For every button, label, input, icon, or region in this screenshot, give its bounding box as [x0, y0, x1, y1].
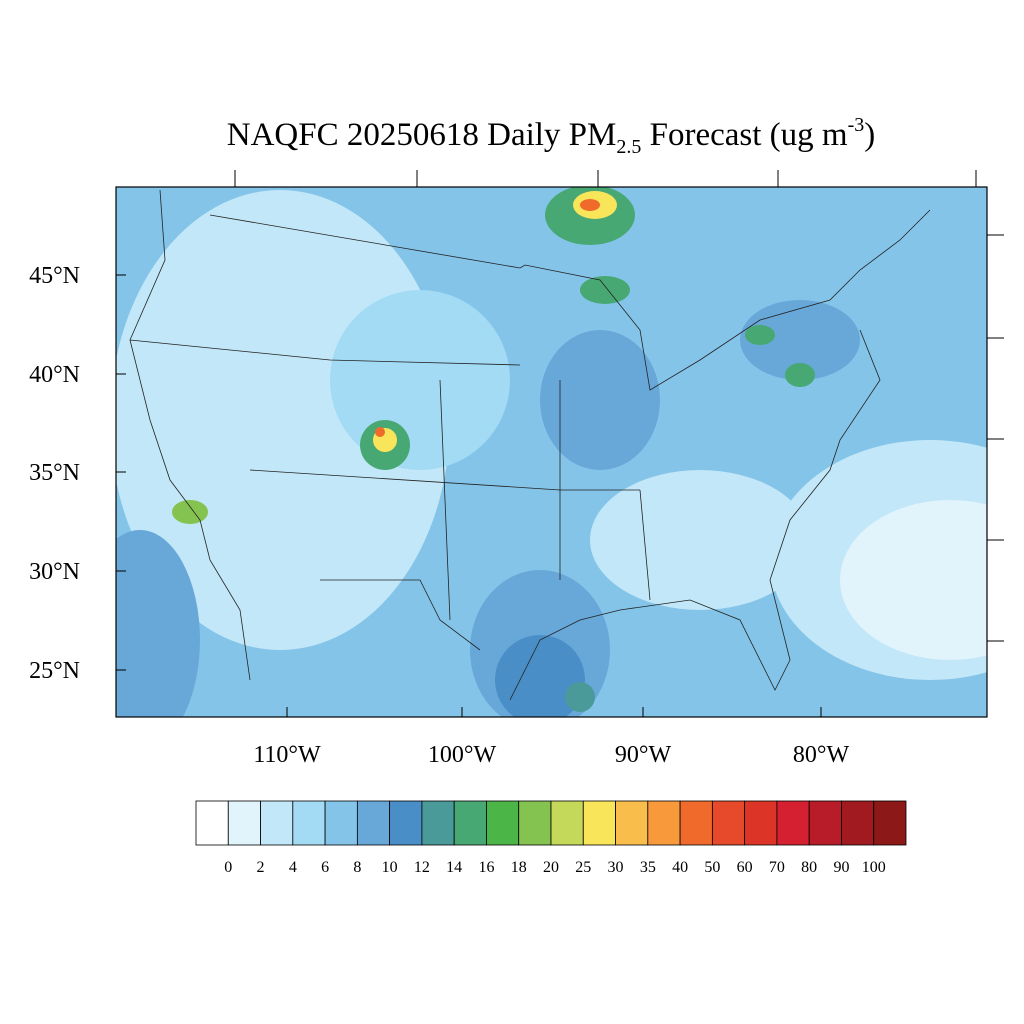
lon-label: 90°W [615, 742, 672, 768]
title-main: NAQFC 20250618 Daily PM [227, 117, 617, 153]
colorbar-box [227, 800, 261, 846]
colorbar-box [324, 800, 358, 846]
colorbar-label: 2 [257, 859, 265, 876]
lon-label: 80°W [793, 742, 850, 768]
colorbar-box [518, 800, 552, 846]
colorbar-box [647, 800, 681, 846]
colorbar-box [550, 800, 584, 846]
colorbar-label: 50 [704, 859, 720, 876]
colorbar-label: 40 [672, 859, 688, 876]
lat-label: 35°N [29, 460, 80, 486]
colorbar-label: 100 [862, 859, 886, 876]
colorbar-box [195, 800, 229, 846]
colorbar-label: 6 [321, 859, 329, 876]
title-end: ) [864, 117, 875, 153]
lon-label: 110°W [253, 742, 321, 768]
colorbar-box [615, 800, 649, 846]
colorbar-label: 16 [478, 859, 494, 876]
colorbar-label: 30 [608, 859, 624, 876]
title: NAQFC 20250618 Daily PM2.5 Forecast (ug … [227, 114, 876, 158]
colorbar-box [356, 800, 391, 846]
colorbar-box [389, 800, 423, 846]
colorbar-box [486, 800, 520, 846]
colorbar-box [808, 800, 842, 846]
colorbar-label: 20 [543, 859, 559, 876]
colorbar: 0 2 4 6 8 10 12 14 16 18 20 25 30 35 40 50 60 70 80 90 100 [195, 800, 907, 876]
colorbar-label: 25 [575, 859, 591, 876]
colorbar-label: 70 [769, 859, 785, 876]
map-frame [115, 186, 988, 718]
lat-label: 45°N [29, 263, 80, 289]
colorbar-label: 10 [382, 859, 398, 876]
colorbar-label: 8 [353, 859, 361, 876]
colorbar-label: 18 [511, 859, 527, 876]
colorbar-box [744, 800, 778, 846]
title-sub: 2.5 [616, 136, 641, 158]
title-rest: Forecast (ug m [641, 117, 848, 153]
map-field [116, 187, 987, 717]
colorbar-box [841, 800, 875, 846]
colorbar-box [873, 800, 907, 846]
colorbar-label: 14 [446, 859, 462, 876]
colorbar-label: 90 [833, 859, 849, 876]
map-axes: 45°N 40°N 35°N 30°N 25°N 110°W 100°W 90°W 80°W [29, 170, 1004, 768]
lon-label: 100°W [428, 742, 497, 768]
colorbar-box [453, 800, 487, 846]
colorbar-box [421, 800, 455, 846]
colorbar-box [776, 800, 810, 846]
colorbar-label: 12 [414, 859, 430, 876]
colorbar-box [582, 800, 616, 846]
colorbar-box [679, 800, 713, 846]
colorbar-box [292, 800, 326, 846]
colorbar-label: 80 [801, 859, 817, 876]
lat-label: 30°N [29, 559, 80, 585]
colorbar-label: 4 [289, 859, 297, 876]
colorbar-box [260, 800, 294, 846]
colorbar-box [711, 800, 746, 846]
colorbar-label: 60 [737, 859, 753, 876]
colorbar-label: 0 [224, 859, 232, 876]
title-sup: -3 [848, 114, 865, 136]
lat-label: 25°N [29, 658, 80, 684]
lat-label: 40°N [29, 362, 80, 388]
colorbar-label: 35 [640, 859, 656, 876]
